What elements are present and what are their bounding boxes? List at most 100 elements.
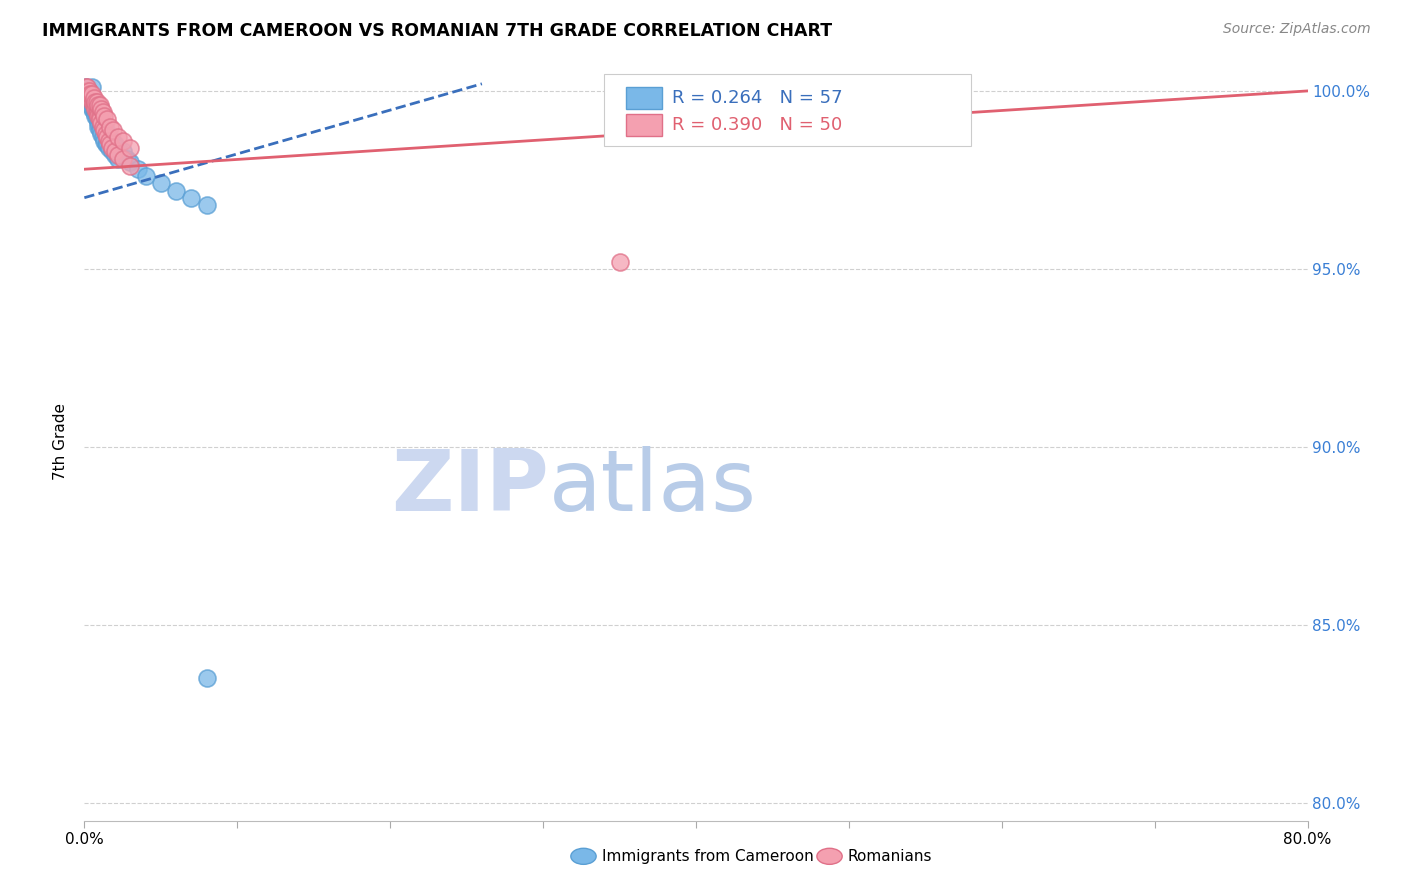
Point [77, 84, 100, 98]
Point [80, 102, 103, 116]
Point [76, 80, 98, 95]
Text: ZIP: ZIP [391, 445, 550, 529]
Point [77, 87, 100, 102]
Point [89, 120, 111, 134]
Point [89, 123, 111, 137]
Point [120, 141, 142, 155]
Text: atlas: atlas [550, 445, 758, 529]
Point [87, 105, 110, 120]
Point [90, 127, 112, 141]
Point [115, 152, 138, 166]
Point [97, 130, 120, 145]
Point [101, 145, 124, 159]
Point [83, 105, 105, 120]
Point [96, 112, 118, 127]
Point [79, 95, 101, 109]
Point [89, 98, 111, 112]
Point [84, 95, 107, 109]
Point [107, 141, 129, 155]
Point [93, 123, 115, 137]
Point [120, 159, 142, 173]
Point [80, 98, 103, 112]
Point [111, 145, 134, 159]
Point [80, 95, 103, 109]
Point [77, 95, 100, 109]
Point [149, 177, 172, 191]
Point [91, 120, 114, 134]
Point [180, 191, 202, 205]
Point [90, 116, 112, 130]
Point [96, 130, 118, 145]
Point [101, 134, 124, 148]
Point [76, 87, 98, 102]
Point [104, 137, 127, 152]
Point [89, 112, 111, 127]
Point [80, 80, 103, 95]
Point [87, 120, 110, 134]
Point [654, 84, 676, 98]
Point [76, 84, 98, 98]
Y-axis label: 7th Grade: 7th Grade [53, 403, 69, 480]
Point [609, 254, 631, 268]
Point [96, 137, 118, 152]
Point [107, 152, 129, 166]
Point [91, 120, 114, 134]
Point [79, 87, 101, 102]
Text: R = 0.264   N = 57: R = 0.264 N = 57 [672, 89, 842, 107]
Point [87, 109, 110, 123]
Point [107, 148, 129, 162]
Point [111, 134, 134, 148]
Point [77, 84, 100, 98]
Point [83, 98, 105, 112]
Point [120, 155, 142, 169]
Point [79, 87, 101, 102]
Point [90, 116, 112, 130]
Point [107, 130, 129, 145]
Point [84, 102, 107, 116]
Point [89, 112, 111, 127]
Point [83, 91, 105, 105]
Text: Source: ZipAtlas.com: Source: ZipAtlas.com [1223, 22, 1371, 37]
Point [97, 134, 120, 148]
Point [98, 120, 121, 134]
Point [75, 87, 97, 102]
Point [94, 137, 117, 152]
Point [104, 145, 127, 159]
Point [77, 91, 100, 105]
Point [195, 198, 218, 212]
Point [97, 141, 120, 155]
Point [165, 184, 187, 198]
Point [87, 98, 110, 112]
Point [111, 152, 134, 166]
Point [86, 102, 108, 116]
FancyBboxPatch shape [626, 87, 662, 109]
Point [98, 137, 121, 152]
Point [75, 80, 97, 95]
Text: R = 0.390   N = 50: R = 0.390 N = 50 [672, 116, 842, 135]
Point [84, 105, 107, 120]
Point [79, 91, 101, 105]
Point [94, 123, 117, 137]
Point [75, 84, 97, 98]
Point [93, 109, 115, 123]
Point [86, 105, 108, 120]
Point [84, 102, 107, 116]
Point [90, 102, 112, 116]
Point [87, 116, 110, 130]
Point [80, 91, 103, 105]
Point [84, 98, 107, 112]
Text: Romanians: Romanians [848, 849, 932, 863]
Point [86, 95, 108, 109]
Point [83, 98, 105, 112]
Point [79, 98, 101, 112]
Point [89, 109, 111, 123]
Point [86, 109, 108, 123]
Point [77, 87, 100, 102]
Point [104, 148, 127, 162]
Point [83, 102, 105, 116]
Point [83, 95, 105, 109]
Point [91, 105, 114, 120]
Point [76, 84, 98, 98]
Point [87, 109, 110, 123]
Point [76, 91, 98, 105]
